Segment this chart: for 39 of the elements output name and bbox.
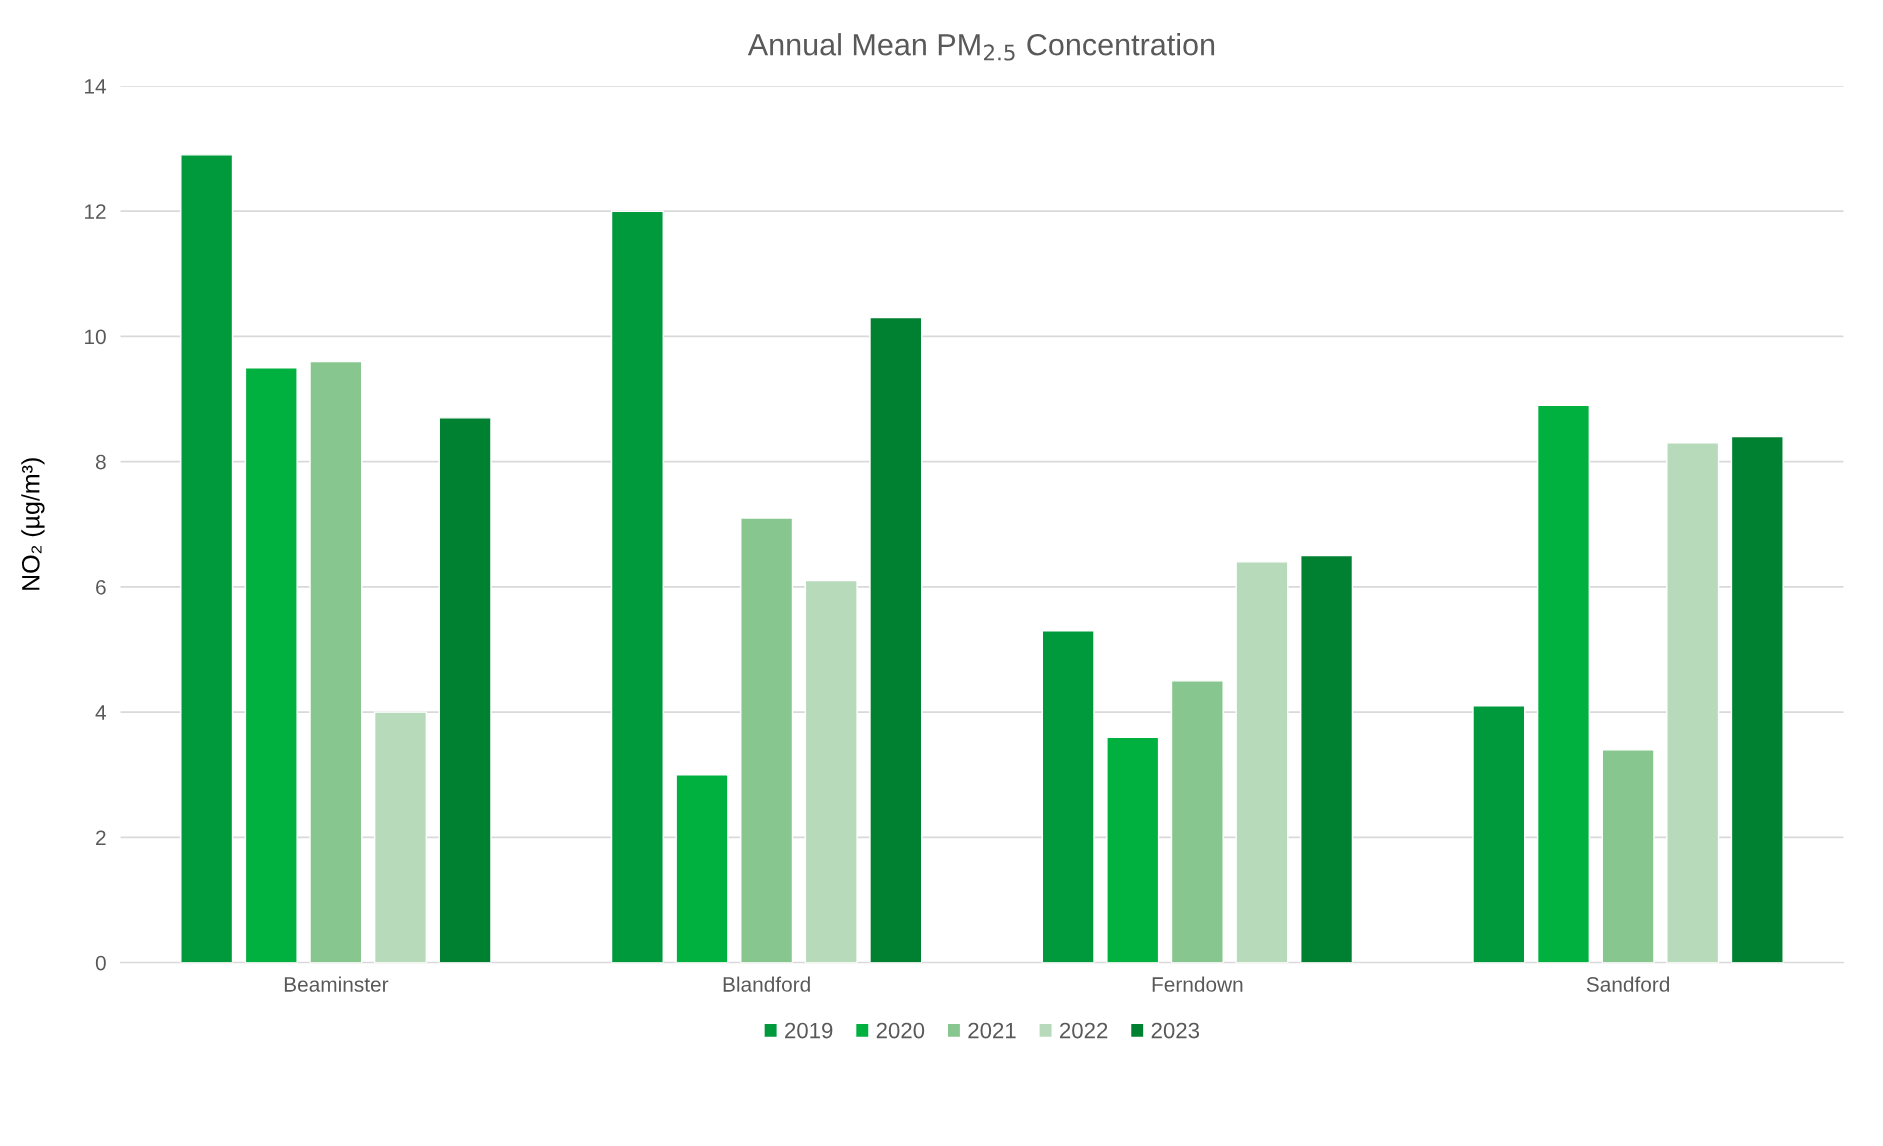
bar	[1536, 404, 1591, 963]
bar	[1472, 705, 1526, 963]
bar	[1666, 442, 1720, 963]
x-tick-label: Ferndown	[1152, 976, 1243, 992]
bar	[180, 154, 234, 963]
bar	[1730, 435, 1784, 963]
legend-label: 2019	[785, 1022, 833, 1039]
bar	[1601, 749, 1655, 963]
y-tick-label: 6	[96, 579, 106, 595]
legend-label: 2020	[876, 1022, 925, 1039]
y-tick-label: 2	[96, 830, 106, 845]
bar	[610, 210, 664, 963]
y-tick-label: 14	[85, 79, 107, 94]
x-tick-label: Sandford	[1586, 976, 1670, 992]
bar	[373, 711, 428, 963]
bar	[675, 774, 729, 963]
bar	[1235, 561, 1289, 963]
bar	[740, 517, 794, 963]
bar	[1041, 630, 1095, 963]
bar	[804, 579, 858, 963]
bar	[244, 367, 298, 963]
y-tick-label: 8	[95, 454, 106, 470]
x-tick-label: Blandford	[723, 976, 810, 992]
legend-label: 2021	[968, 1022, 1016, 1039]
y-axis-title: NO₂ (µg/m³)	[21, 458, 45, 590]
y-tick-label: 12	[85, 204, 106, 219]
bar	[309, 360, 363, 963]
y-tick-label: 4	[95, 705, 107, 720]
bar	[1300, 554, 1354, 963]
bar	[1106, 736, 1160, 963]
bar	[1170, 680, 1224, 963]
legend-label: 2023	[1151, 1022, 1200, 1039]
chart-title: Annual Mean PM$_{2.5}$ Concentration	[747, 33, 1215, 61]
bar	[438, 417, 492, 963]
x-tick-label: Beaminster	[284, 976, 389, 992]
y-tick-label: 10	[85, 329, 106, 345]
bar	[869, 316, 923, 963]
legend-label: 2022	[1060, 1022, 1108, 1039]
y-tick-label: 0	[95, 955, 106, 971]
